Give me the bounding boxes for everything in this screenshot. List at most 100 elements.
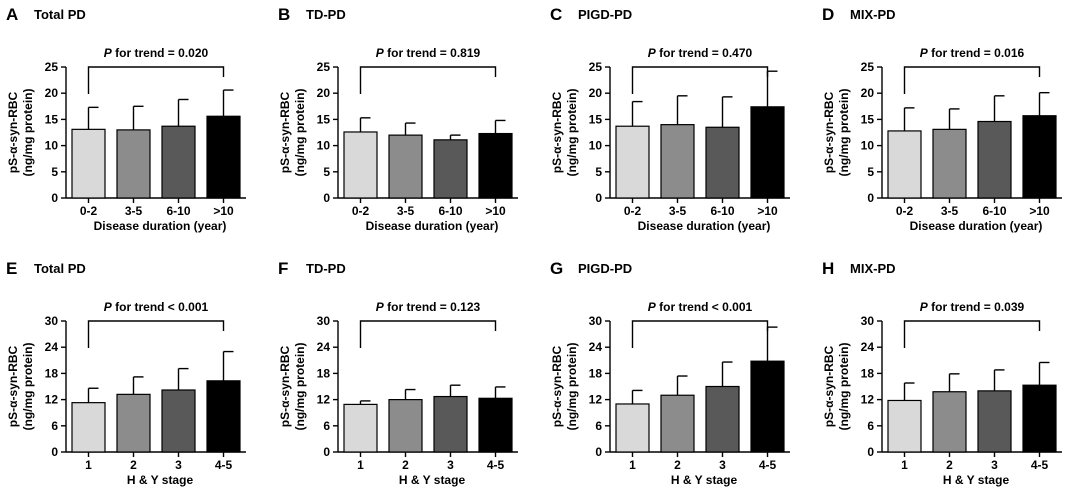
y-axis-label-line2: (ng/mg protein) (21, 343, 35, 431)
x-tick-label: 4-5 (215, 458, 233, 472)
panel-title: TD-PD (306, 7, 346, 22)
panel-title: Total PD (34, 261, 86, 276)
bar (116, 129, 151, 199)
y-tick-label: 18 (45, 366, 59, 380)
trend-annotation: P for trend < 0.001 (104, 300, 209, 314)
y-axis-label: pS-α-syn-RBC(ng/mg protein) (278, 89, 307, 177)
x-tick-label: 3-5 (669, 204, 687, 218)
panel-title: PIGD-PD (578, 261, 632, 276)
y-axis-label-line2: (ng/mg protein) (837, 89, 851, 177)
trend-text: for trend = 0.819 (384, 46, 481, 60)
trend-text: for trend = 0.020 (112, 46, 209, 60)
panel-a: A Total PD P for trend = 0.020 0 5 10 15 20 25 0-… (6, 5, 246, 233)
bar (750, 360, 785, 453)
y-tick-label: 20 (589, 86, 603, 100)
y-tick-label: 24 (861, 340, 875, 354)
x-axis-label: Disease duration (year) (910, 219, 1043, 233)
trend-text: for trend = 0.039 (928, 300, 1025, 314)
bar (705, 126, 740, 199)
bar (932, 128, 967, 199)
bar (433, 139, 468, 199)
bar (388, 134, 423, 199)
x-tick-label: 6-10 (982, 204, 1006, 218)
panel-letter: A (6, 5, 18, 24)
y-tick-label: 20 (317, 86, 331, 100)
y-tick-label: 0 (595, 445, 602, 459)
trend-annotation: P for trend = 0.819 (376, 46, 481, 60)
x-tick-label: 1 (357, 458, 364, 472)
panel-letter: G (550, 259, 563, 278)
bar (478, 397, 513, 453)
panel-title: MIX-PD (850, 7, 896, 22)
x-axis-label: Disease duration (year) (638, 219, 771, 233)
y-tick-label: 12 (861, 393, 875, 407)
y-tick-label: 5 (595, 165, 602, 179)
trend-bracket (87, 66, 225, 94)
y-axis-label-line1: pS-α-syn-RBC (550, 345, 564, 427)
y-tick-label: 10 (861, 139, 875, 153)
bar (887, 130, 922, 199)
panel-letter: C (550, 5, 562, 24)
trend-annotation: P for trend < 0.001 (648, 300, 753, 314)
y-tick-label: 24 (317, 340, 331, 354)
x-tick-label: 2 (130, 458, 137, 472)
bar (1022, 115, 1057, 199)
y-tick-label: 6 (867, 419, 874, 433)
trend-text: for trend = 0.470 (656, 46, 753, 60)
x-axis-label: Disease duration (year) (94, 219, 227, 233)
y-axis-label: pS-α-syn-RBC(ng/mg protein) (822, 89, 851, 177)
trend-p: P (376, 46, 385, 60)
y-tick-label: 30 (45, 314, 59, 328)
y-tick-label: 5 (867, 165, 874, 179)
y-tick-label: 6 (323, 419, 330, 433)
x-tick-label: 0-2 (80, 204, 98, 218)
x-tick-label: 3 (719, 458, 726, 472)
y-axis-label-line2: (ng/mg protein) (293, 89, 307, 177)
trend-bracket (359, 66, 497, 94)
x-axis-label: H & Y stage (127, 473, 194, 487)
trend-annotation: P for trend = 0.470 (648, 46, 753, 60)
bar (71, 128, 106, 199)
bar (1022, 384, 1057, 453)
y-axis-label-line1: pS-α-syn-RBC (822, 345, 836, 427)
y-tick-label: 0 (595, 191, 602, 205)
bar (887, 399, 922, 453)
panel-letter: F (278, 259, 288, 278)
bar (705, 385, 740, 453)
y-axis-label-line2: (ng/mg protein) (21, 89, 35, 177)
y-axis-label: pS-α-syn-RBC(ng/mg protein) (278, 343, 307, 431)
x-tick-label: 4-5 (759, 458, 777, 472)
trend-bracket (87, 320, 225, 348)
y-axis-label-line2: (ng/mg protein) (293, 343, 307, 431)
x-tick-label: >10 (757, 204, 778, 218)
x-tick-label: 3-5 (941, 204, 959, 218)
y-tick-label: 12 (317, 393, 331, 407)
y-tick-label: 10 (45, 139, 59, 153)
bar (206, 115, 241, 199)
y-tick-label: 15 (45, 112, 59, 126)
bar (750, 106, 785, 199)
y-tick-label: 0 (51, 191, 58, 205)
y-tick-label: 25 (45, 60, 59, 74)
x-tick-label: >10 (1029, 204, 1050, 218)
trend-annotation: P for trend = 0.123 (376, 300, 481, 314)
trend-bracket (903, 320, 1041, 348)
x-tick-label: 2 (402, 458, 409, 472)
panel-b: B TD-PD P for trend = 0.819 0 5 10 15 20 25 0-2 3-… (278, 5, 518, 233)
bar (116, 393, 151, 453)
trend-annotation: P for trend = 0.020 (104, 46, 209, 60)
x-axis-label: H & Y stage (399, 473, 466, 487)
x-tick-label: 6-10 (438, 204, 462, 218)
bar (71, 402, 106, 453)
x-tick-label: 0-2 (352, 204, 370, 218)
x-tick-label: 4-5 (1031, 458, 1049, 472)
y-axis-label: pS-α-syn-RBC(ng/mg protein) (6, 89, 35, 177)
y-tick-label: 0 (323, 445, 330, 459)
y-axis-label-line1: pS-α-syn-RBC (278, 345, 292, 427)
bar (615, 125, 650, 199)
y-tick-label: 12 (45, 393, 59, 407)
